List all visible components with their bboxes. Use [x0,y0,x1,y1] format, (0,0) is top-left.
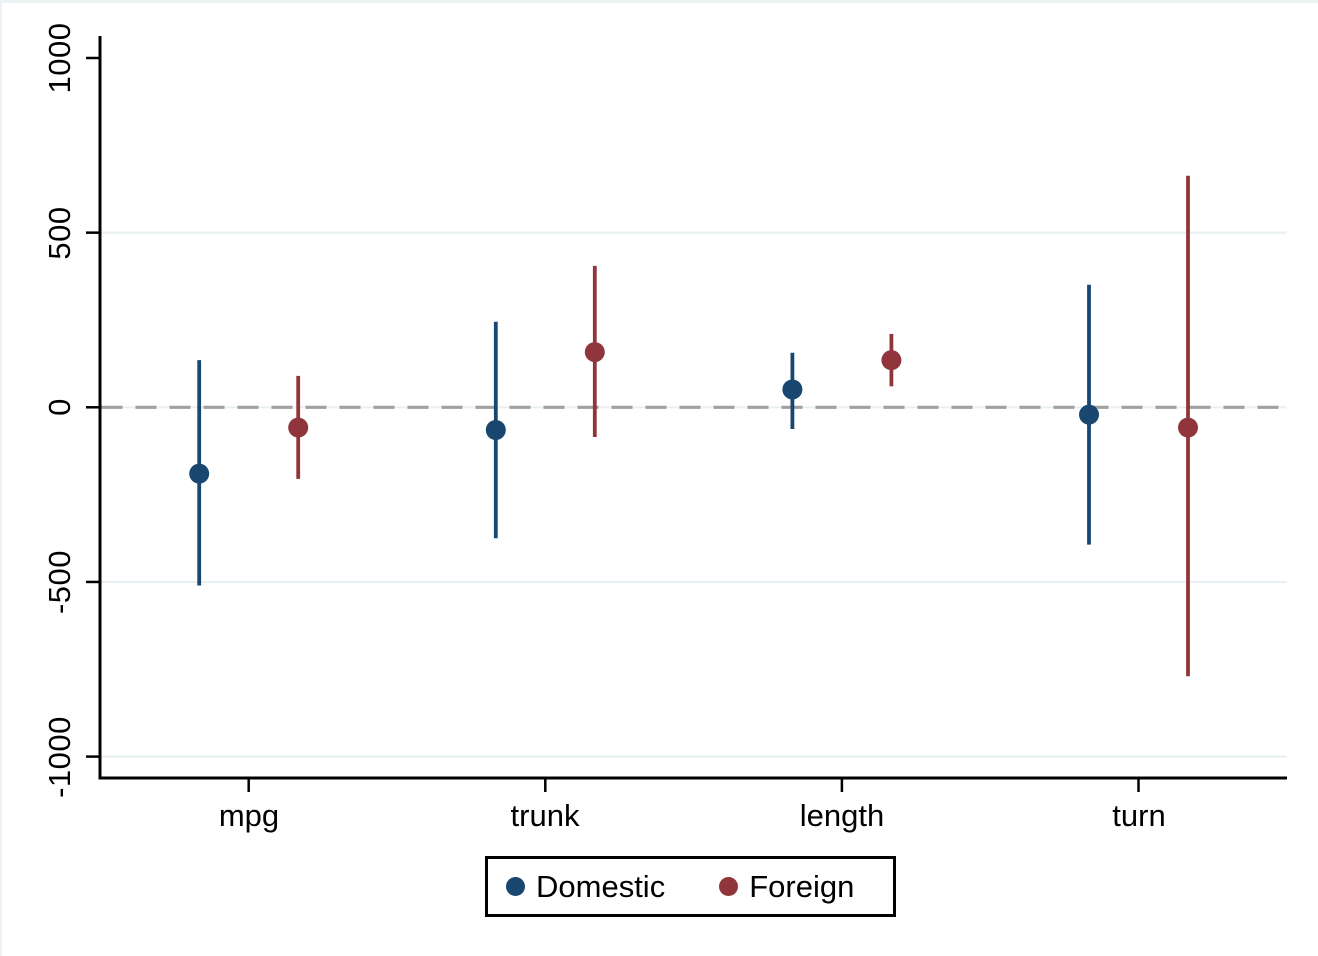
legend-item-foreign: Foreign [719,869,854,905]
legend-box: Domestic Foreign [485,856,896,917]
estimate-marker-foreign-trunk [584,342,605,363]
x-tick-label-mpg: mpg [218,798,280,833]
legend-label-foreign: Foreign [749,868,855,904]
y-tick-label-500: 500 [42,206,77,260]
estimate-marker-foreign-length [881,350,902,371]
x-tick-label-length: length [799,798,885,833]
legend-label-domestic: Domestic [536,868,666,904]
y-tick-label-neg1000: -1000 [42,716,77,798]
legend-marker-domestic-icon [506,877,525,896]
x-tick-label-turn: turn [1112,798,1166,833]
estimate-marker-domestic-length [782,379,803,400]
estimate-marker-domestic-mpg [189,463,210,484]
estimate-marker-domestic-trunk [485,420,506,441]
y-tick-label-1000: 1000 [42,22,77,94]
estimate-marker-domestic-turn [1079,404,1099,425]
estimate-marker-foreign-turn [1178,417,1198,438]
legend-marker-foreign-icon [719,877,739,896]
y-tick-label-neg500: -500 [42,549,77,615]
legend-item-domestic: Domestic [506,869,665,905]
y-tick-label-0: 0 [42,398,77,416]
x-tick-label-trunk: trunk [510,798,580,833]
estimate-marker-foreign-mpg [288,417,309,438]
coefplot-chart [86,36,1287,792]
